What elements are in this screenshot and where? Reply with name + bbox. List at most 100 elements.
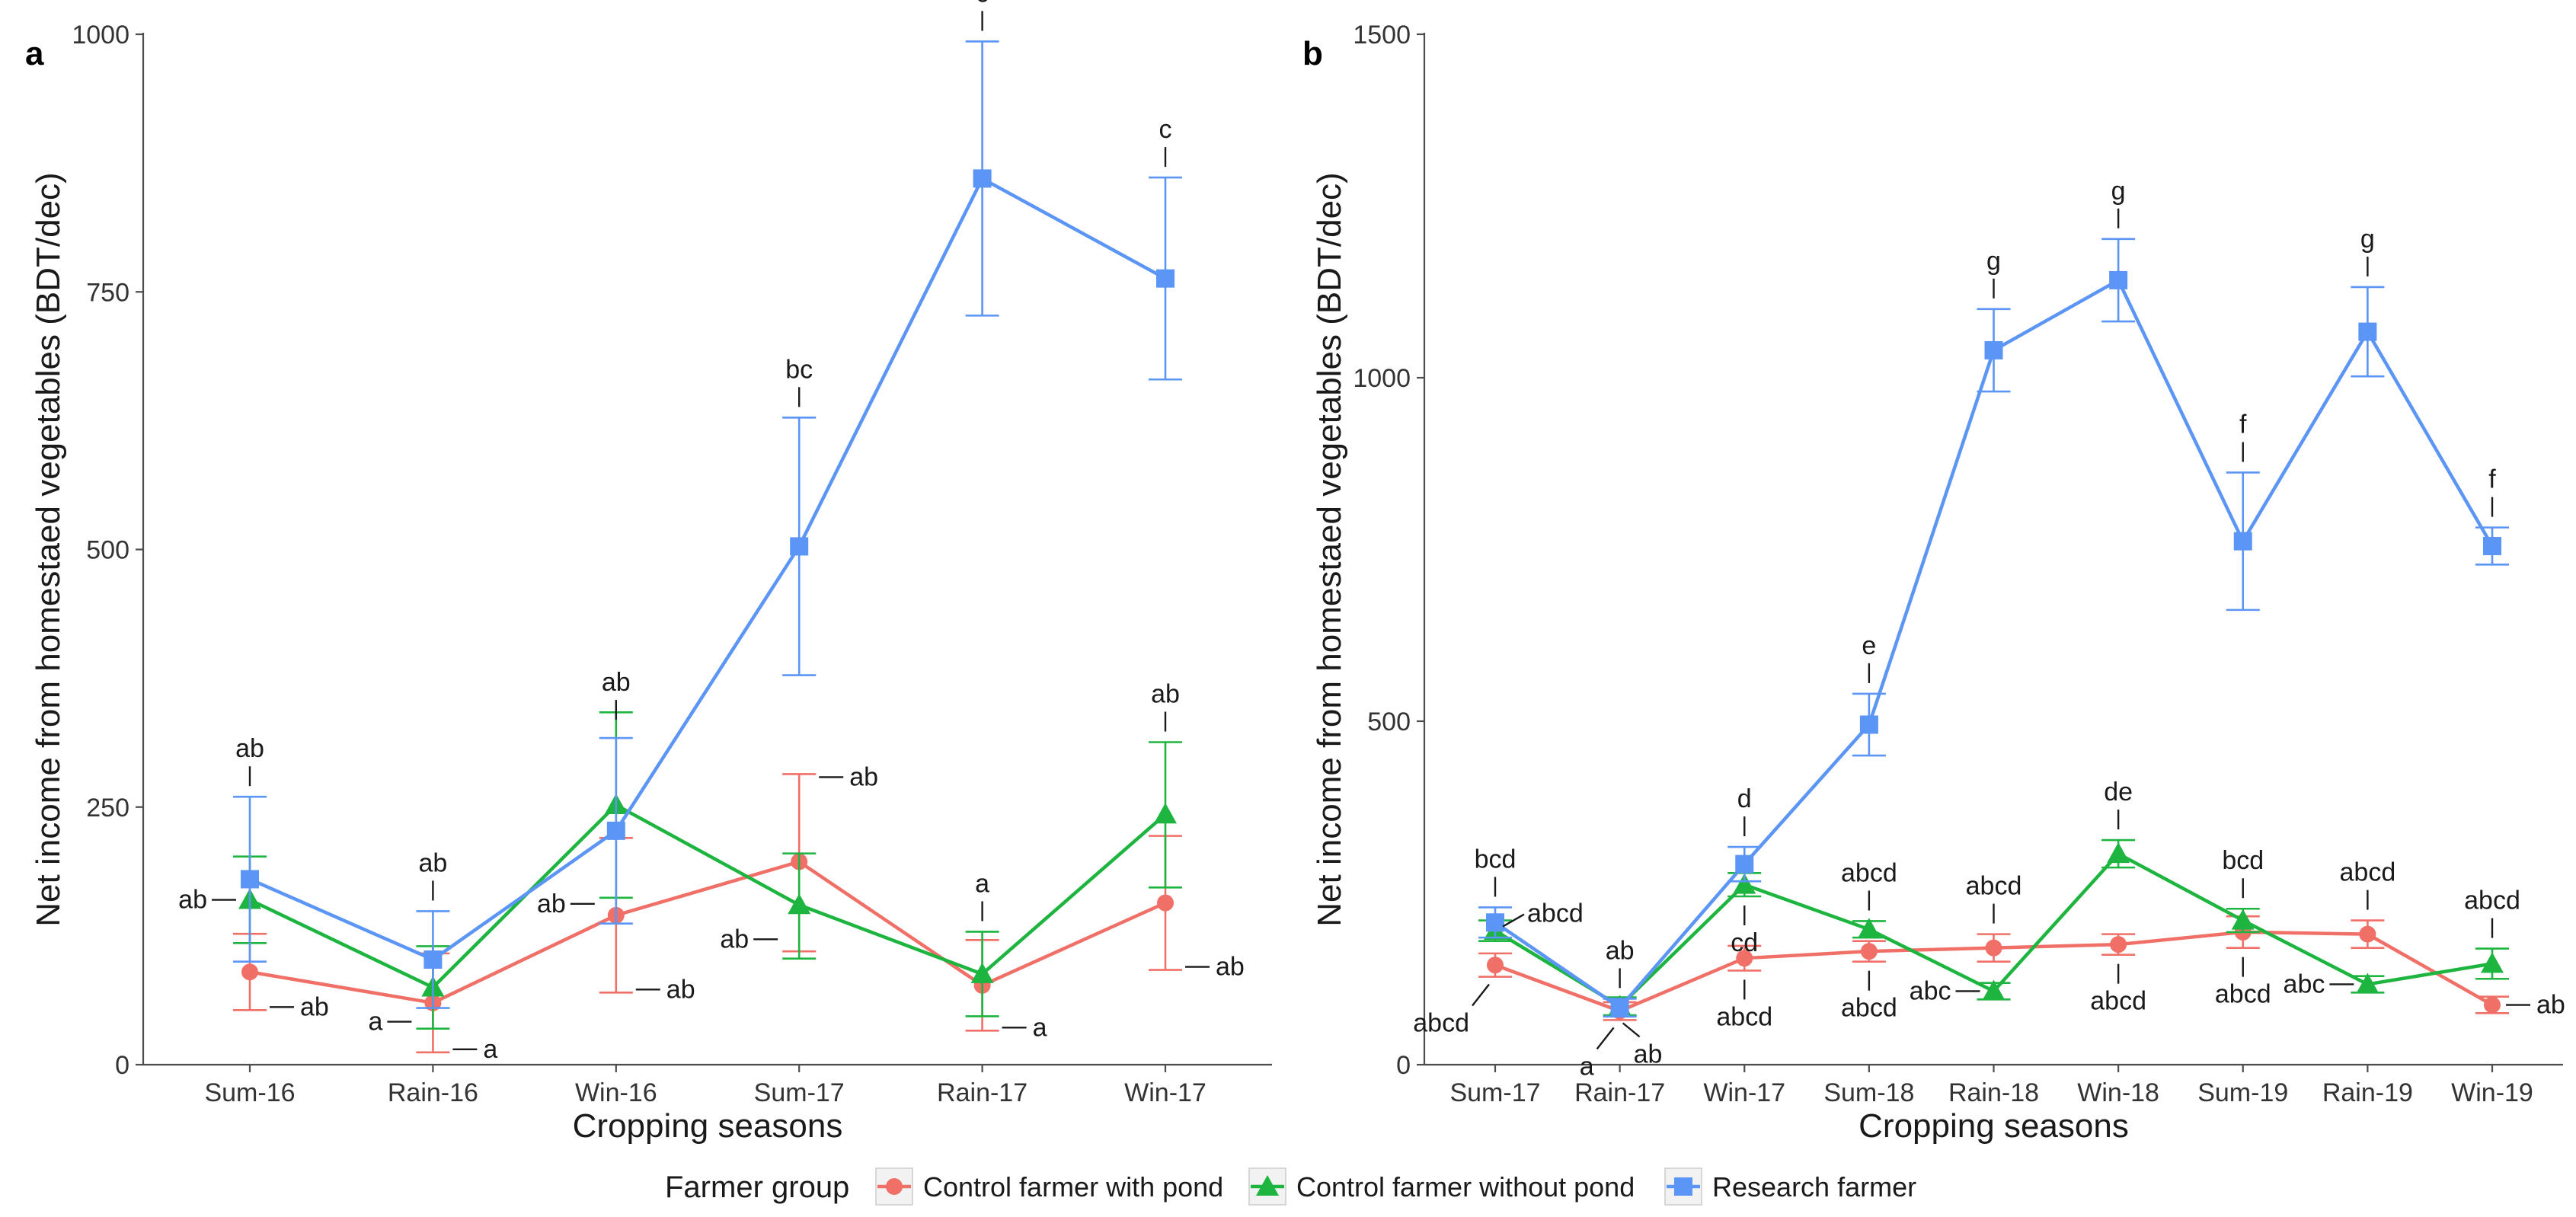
legend-entry-1: Control farmer with pond — [875, 1167, 1223, 1206]
significance-label: cd — [1731, 928, 1758, 957]
data-point — [970, 962, 994, 983]
significance-label: abcd — [1413, 1009, 1469, 1038]
series-research-farmer — [233, 40, 1182, 1009]
legend-entry-3: Research farmer — [1664, 1167, 1916, 1206]
data-point — [2358, 322, 2377, 341]
x-tick-label: Sum-17 — [754, 1078, 845, 1107]
panel-label: b — [1302, 35, 1323, 72]
significance-label: g — [2360, 225, 2375, 254]
series-line — [249, 803, 1167, 989]
legend-title: Farmer group — [665, 1171, 849, 1204]
panel-a: 0 250 500 750 1000 Sum-16 Rain-16 Win-16 Sum-17 R… — [25, 0, 1272, 1145]
significance-label: g — [1986, 247, 2001, 276]
legend-marker-circle — [886, 1178, 903, 1195]
data-point — [1154, 803, 1177, 824]
significance-label: abcd — [1716, 1002, 1772, 1031]
legend-label: Control farmer without pond — [1296, 1171, 1635, 1203]
data-point — [1859, 715, 1878, 734]
x-tick-label: Rain-17 — [937, 1078, 1028, 1107]
significance-label: c — [1159, 115, 1172, 144]
data-point — [241, 870, 259, 889]
leader-line — [1596, 1027, 1615, 1050]
x-tick-label: Win-17 — [1124, 1078, 1207, 1107]
data-point — [1860, 943, 1878, 960]
significance-label: g — [2111, 177, 2126, 206]
significance-label: abcd — [1966, 872, 2022, 901]
significance-label: f — [2488, 465, 2496, 494]
significance-label: ab — [2536, 991, 2565, 1020]
leader-line — [1502, 913, 1525, 928]
significance-label: a — [975, 869, 989, 898]
data-point — [2481, 952, 2504, 973]
significance-label: de — [2104, 778, 2133, 807]
data-point — [1486, 913, 1504, 932]
significance-label: bcd — [2222, 846, 2264, 875]
y-tick-label: 0 — [115, 1051, 129, 1080]
y-tick-label: 1500 — [1353, 21, 1411, 50]
series-control-farmer-without-pond — [233, 711, 1182, 1030]
data-point — [2110, 936, 2127, 953]
y-tick-label: 750 — [86, 278, 129, 307]
series-control-farmer-with-pond — [1478, 915, 2509, 1021]
data-point — [1487, 957, 1504, 974]
significance-label: bc — [785, 355, 813, 384]
significance-label: abcd — [1841, 858, 1897, 887]
significance-label: abcd — [2464, 886, 2520, 915]
significance-label: abcd — [1841, 994, 1897, 1023]
data-point — [2359, 925, 2376, 943]
significance-label: ab — [666, 975, 695, 1004]
legend-marker-triangle — [1256, 1175, 1279, 1196]
data-point — [973, 169, 992, 188]
y-tick-label: 250 — [86, 794, 129, 823]
data-point — [241, 963, 258, 981]
legend-label: Control farmer with pond — [923, 1171, 1223, 1203]
data-point — [2484, 996, 2501, 1014]
significance-label: ab — [178, 886, 207, 915]
y-tick-label: 500 — [1367, 708, 1411, 736]
data-point — [1857, 918, 1881, 939]
significance-label: abcd — [1527, 899, 1584, 928]
data-point — [606, 821, 625, 840]
significance-label: abcd — [2090, 987, 2146, 1016]
significance-label: ab — [300, 992, 329, 1021]
significance-label: a — [1580, 1052, 1594, 1081]
leader-line — [1622, 1022, 1641, 1038]
significance-label: bcd — [1475, 845, 1517, 874]
significance-label: ab — [1151, 680, 1180, 709]
panel-label: a — [25, 35, 44, 72]
x-tick-label: Win-16 — [575, 1078, 657, 1107]
significance-label: d — [1737, 784, 1752, 813]
data-point — [1735, 854, 1754, 874]
y-tick-label: 1000 — [72, 21, 129, 50]
legend-entry-2: Control farmer without pond — [1248, 1167, 1635, 1206]
y-axis-title: Net income from homestaed vegetables (BD… — [30, 172, 67, 926]
y-tick-label: 0 — [1396, 1051, 1411, 1080]
data-point — [1736, 950, 1753, 967]
legend-marker-square — [1674, 1177, 1692, 1196]
x-axis-title: Cropping seasons — [1858, 1107, 2129, 1145]
significance-label: ab — [1606, 936, 1635, 965]
significance-label: e — [1862, 631, 1876, 660]
legend-label: Research farmer — [1712, 1171, 1916, 1203]
x-tick-label: Rain-19 — [2322, 1078, 2413, 1107]
x-tick-label: Rain-17 — [1574, 1078, 1665, 1107]
series-line — [249, 177, 1167, 962]
significance-label: ab — [235, 734, 264, 763]
significance-label: ab — [537, 890, 566, 918]
significance-label: abc — [2284, 969, 2325, 998]
significance-label: ab — [1634, 1040, 1663, 1068]
panel-b: 0 500 1000 1500 Sum-17 Rain-17 Win-17 Sum-18 Rai… — [1302, 21, 2565, 1145]
y-axis-title: Net income from homestaed vegetables (BD… — [1311, 172, 1348, 926]
significance-label: a — [483, 1035, 497, 1064]
data-point — [1733, 873, 1756, 894]
y-tick-label: 500 — [86, 536, 129, 565]
significance-label: ab — [602, 668, 631, 697]
x-tick-label: Rain-16 — [388, 1078, 478, 1107]
x-tick-label: Sum-18 — [1823, 1078, 1914, 1107]
significance-label: a — [368, 1008, 382, 1037]
significance-label: ab — [418, 848, 447, 877]
x-tick-label: Rain-18 — [1948, 1078, 2039, 1107]
y-tick-label: 1000 — [1353, 364, 1411, 393]
